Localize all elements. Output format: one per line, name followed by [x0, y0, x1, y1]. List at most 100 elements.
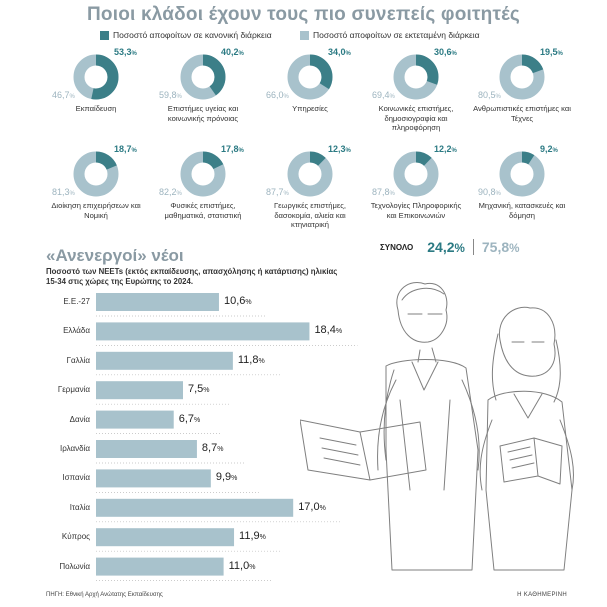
bar-value-label: 8,7% [201, 442, 224, 454]
donut-extended-label: 87,8% [372, 187, 395, 197]
donut-8 [287, 151, 333, 197]
donut-grid [73, 54, 545, 197]
legend-item-normal: Ποσοστό αποφοίτων σε κανονική διάρκεια [100, 30, 272, 40]
donut-category-label: Κοινωνικές επιστήμες, δημοσιογραφία και … [378, 104, 454, 133]
bar-2 [96, 322, 310, 341]
donut-extended-label: 59,8% [159, 90, 182, 100]
donut-1 [73, 54, 119, 100]
donut-extended-label: 90,8% [478, 187, 501, 197]
donut-slice-normal [393, 151, 439, 197]
donut-normal-label: 9,2% [540, 144, 558, 154]
bar-3 [96, 351, 233, 370]
bar-category-label: Ιρλανδία [60, 444, 90, 453]
bar-category-label: Ε.Ε.-27 [63, 297, 90, 306]
donut-category-label: Φυσικές επιστήμες, μαθηματικά, στατιστικ… [164, 201, 242, 220]
bar-8 [96, 498, 294, 517]
neet-subtitle: Ποσοστό των NEETs (εκτός εκπαίδευσης, απ… [46, 267, 338, 286]
donut-slice-normal [73, 151, 119, 197]
total-label: ΣΥΝΟΛΟ [380, 242, 414, 252]
bar-category-label: Πολωνία [59, 561, 90, 571]
donut-9 [393, 151, 439, 197]
bar-value-label: 18,4% [314, 324, 343, 337]
donut-normal-label: 30,6% [434, 47, 457, 57]
donut-3 [287, 54, 333, 100]
bar-category-label: Κύπρος [61, 532, 90, 542]
legend: Ποσοστό αποφοίτων σε κανονική διάρκεια Π… [100, 30, 506, 42]
donut-extended-label: 69,4% [372, 90, 395, 100]
bar-6 [96, 440, 197, 458]
donut-7 [180, 151, 226, 197]
bar-9 [96, 528, 235, 547]
donut-extended-label: 80,5% [478, 90, 501, 100]
donut-category-label: Εκπαίδευση [75, 104, 117, 113]
donut-normal-label: 19,5% [540, 47, 563, 57]
donut-extended-label: 82,2% [159, 187, 182, 197]
bar-category-label: Γερμανία [57, 385, 90, 395]
bar-category-label: Γαλλία [66, 355, 90, 365]
donut-normal-label: 53,3% [114, 47, 137, 57]
bar-category-label: Δανία [69, 414, 90, 424]
donut-category-label: Τεχνολογίες Πληροφορικής και Επικοινωνιώ… [370, 201, 462, 220]
donut-normal-label: 17,8% [221, 144, 244, 154]
total-normal-value: 24,2% [427, 239, 465, 255]
donut-extended-label: 66,0% [266, 90, 289, 100]
donut-slice-normal [499, 54, 545, 100]
total-row: ΣΥΝΟΛΟ 24,2% 75,8% [380, 236, 580, 258]
bar-category-label: Ιταλία [69, 502, 90, 512]
total-divider [472, 239, 474, 255]
donut-category-label: Γεωργικές επιστήμες, δασοκομία, αλιεία κ… [273, 201, 346, 230]
donut-slice-normal [287, 54, 333, 100]
donut-slice-normal [287, 151, 333, 197]
donut-extended-label: 81,3% [52, 187, 75, 197]
bar-value-label: 11,8% [237, 353, 265, 366]
bar-value-label: 11,0% [228, 559, 256, 572]
bar-4 [96, 381, 183, 400]
students-illustration [300, 282, 574, 571]
brand-credit: Η ΚΑΘΗΜΕΡΙΝΗ [517, 592, 567, 598]
donut-6 [73, 151, 119, 197]
bar-1 [96, 293, 219, 311]
donut-normal-label: 18,7% [114, 144, 137, 154]
donut-slice-normal [393, 54, 439, 100]
neet-title: «Ανενεργοί» νέοι [46, 246, 184, 265]
legend-swatch-extended [300, 30, 310, 40]
bar-value-label: 9,9% [215, 471, 238, 484]
bar-5 [96, 410, 174, 429]
source-note: ΠΗΓΗ: Εθνική Αρχή Ανώτατης Εκπαίδευσης [46, 592, 163, 598]
donut-normal-label: 34,0% [328, 47, 351, 57]
bar-value-label: 10,6% [223, 295, 252, 307]
donut-slice-normal [499, 151, 545, 197]
donut-extended-label: 46,7% [52, 90, 75, 100]
legend-item-extended: Ποσοστό αποφοίτων σε εκτεταμένη διάρκεια [300, 30, 480, 40]
bar-10 [96, 557, 224, 576]
bar-value-label: 11,9% [239, 530, 266, 543]
donut-extended-label: 87,7% [266, 187, 289, 197]
legend-label-normal: Ποσοστό αποφοίτων σε κανονική διάρκεια [113, 30, 272, 40]
donut-slice-normal [180, 151, 226, 197]
donut-5 [499, 54, 545, 100]
donut-10 [499, 151, 545, 197]
legend-label-extended: Ποσοστό αποφοίτων σε εκτεταμένη διάρκεια [313, 30, 480, 40]
donut-4 [393, 54, 439, 100]
bar-value-label: 6,7% [178, 412, 201, 425]
donut-slice-extended [287, 151, 333, 197]
legend-swatch-normal [100, 30, 109, 40]
donut-category-label: Διοίκηση επιχειρήσεων και Νομική [51, 201, 141, 220]
donut-slice-normal [180, 54, 226, 100]
bar-category-label: Ελλάδα [63, 326, 90, 336]
donut-2 [180, 54, 226, 100]
bar-7 [96, 469, 211, 488]
donut-category-label: Επιστήμες υγείας και κοινωνικής πρόνοιας [167, 104, 239, 123]
donut-category-label: Υπηρεσίες [292, 104, 328, 113]
donut-category-label: Ανθρωπιστικές επιστήμες και Τέχνες [473, 104, 571, 123]
main-title: Ποιοι κλάδοι έχουν τους πιο συνεπείς φοι… [86, 4, 521, 25]
donut-normal-label: 12,3% [328, 144, 351, 154]
donut-normal-label: 40,2% [221, 47, 244, 57]
donut-category-label: Μηχανική, κατασκευές και δόμηση [478, 201, 566, 220]
donut-slice-normal [73, 54, 119, 100]
bar-value-label: 17,0% [298, 500, 326, 513]
bar-value-label: 7,5% [188, 383, 210, 396]
donut-normal-label: 12,2% [434, 144, 457, 154]
bar-category-label: Ισπανία [62, 473, 90, 483]
total-extended-value: 75,8% [481, 239, 520, 255]
